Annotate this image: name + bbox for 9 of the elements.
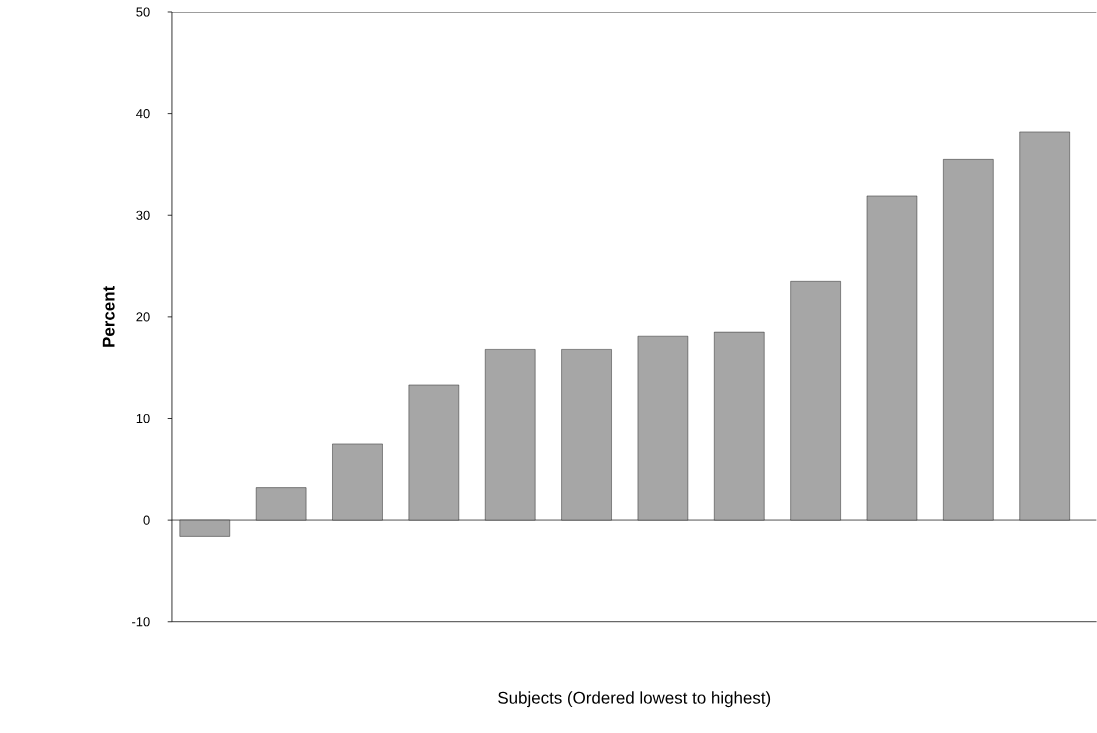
y-axis-title: Percent (102, 286, 115, 347)
y-tick-label: 10 (136, 414, 150, 424)
y-tick-label: 20 (136, 312, 150, 322)
y-tick-label: 30 (136, 210, 150, 220)
y-tick-label: 50 (136, 7, 150, 17)
x-axis-title: Subjects (Ordered lowest to highest) (498, 691, 771, 708)
y-tick-label: -10 (132, 617, 150, 627)
y-tick-label: 40 (136, 109, 150, 119)
y-tick-label: 0 (143, 515, 150, 525)
